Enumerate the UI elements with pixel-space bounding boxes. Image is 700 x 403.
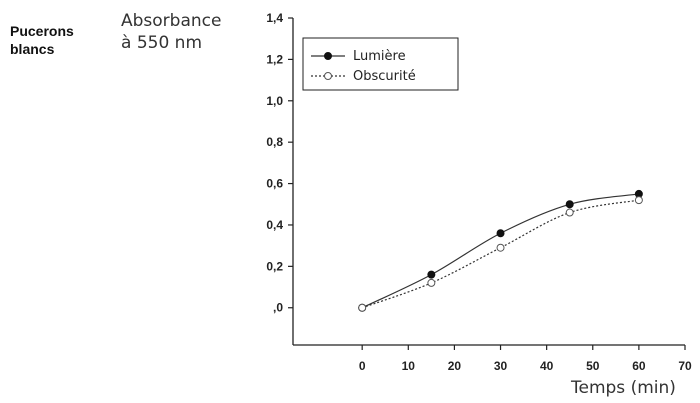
data-point-obscurite	[565, 208, 574, 217]
legend-label-obscurite: Obscurité	[353, 69, 416, 84]
data-point-obscurite	[358, 303, 367, 312]
figure-caption: Pucerons blancs	[10, 22, 74, 58]
x-tick-label: 30	[494, 359, 508, 373]
data-point-obscurite	[427, 278, 436, 287]
y-axis-label-line-1: Absorbance	[121, 11, 222, 31]
x-tick-label: 20	[448, 359, 462, 373]
y-axis-label-line-2: à 550 nm	[121, 33, 203, 53]
data-point-obscurite	[496, 243, 505, 252]
x-tick-label: 60	[632, 359, 646, 373]
y-axis-label: Absorbance à 550 nm	[121, 10, 221, 54]
legend-box	[302, 37, 459, 91]
legend-marker-obscurite	[324, 72, 332, 80]
caption-line-1: Pucerons	[10, 23, 74, 39]
legend-marker-lumiere	[324, 52, 332, 60]
data-point-lumiere	[427, 270, 436, 279]
x-axis-label: Temps (min)	[571, 378, 676, 398]
y-tick-label: 1,2	[266, 52, 283, 66]
y-tick-label: 0,4	[266, 218, 283, 232]
x-tick-label: 70	[678, 359, 692, 373]
x-tick-label: 10	[402, 359, 416, 373]
y-tick-label: 1,4	[266, 11, 283, 25]
chart-series	[358, 189, 643, 312]
y-tick-label: 1,0	[266, 94, 283, 108]
x-tick-label: 50	[586, 359, 600, 373]
chart-axes: ,0 0,2 0,4 0,6 0,8 1,0 1,2 1,4 0 10 20 30 40 50 60 70	[266, 11, 692, 373]
data-point-lumiere	[496, 229, 505, 238]
x-tick-label: 0	[359, 359, 366, 373]
chart-legend: Lumière Obscurité	[302, 37, 459, 91]
legend-label-lumiere: Lumière	[353, 49, 406, 64]
data-point-obscurite	[634, 196, 643, 205]
y-tick-label: 0,6	[266, 177, 283, 191]
caption-line-2: blancs	[10, 41, 55, 57]
y-tick-label: ,0	[273, 301, 283, 315]
x-tick-label: 40	[540, 359, 554, 373]
y-tick-label: 0,8	[266, 135, 283, 149]
series-line-obscurite	[361, 199, 639, 309]
y-tick-label: 0,2	[266, 259, 283, 273]
data-point-lumiere	[565, 200, 574, 209]
